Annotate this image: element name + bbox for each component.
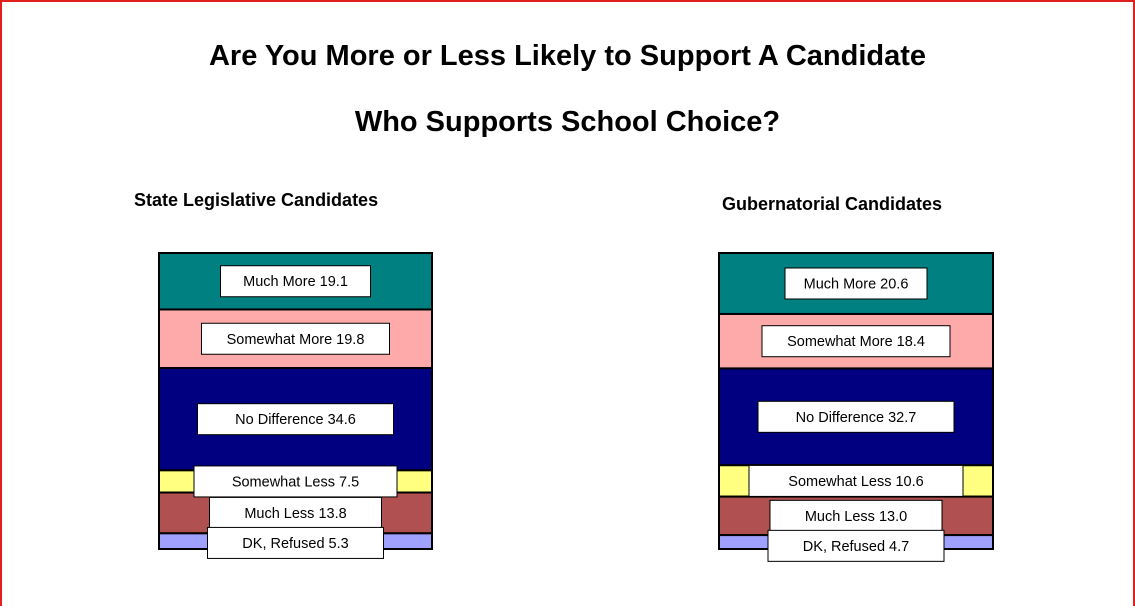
- data-label-box: [209, 496, 382, 529]
- data-label-text: DK, Refused 4.7: [803, 539, 909, 555]
- data-label-text: No Difference 34.6: [235, 412, 356, 428]
- chart-title-state-legislative: State Legislative Candidates: [134, 190, 379, 210]
- data-label-text: Much More 20.6: [804, 276, 909, 292]
- slide-title-line-2: Who Supports School Choice?: [354, 106, 781, 138]
- data-label-no-difference-0: No Difference 34.6: [197, 403, 394, 436]
- data-label-dk-refused-1: DK, Refused 4.7: [767, 529, 945, 562]
- data-label-box: [207, 526, 384, 559]
- data-label-box: [193, 465, 398, 498]
- data-label-dk-refused-0: DK, Refused 5.3: [207, 526, 384, 559]
- data-label-somewhat-more-0: Somewhat More 19.8: [201, 322, 390, 355]
- data-label-box: [197, 403, 394, 436]
- data-label-text: Somewhat More 19.8: [227, 332, 365, 348]
- data-label-box: [748, 464, 964, 497]
- data-label-much-less-1: Much Less 13.0: [769, 499, 943, 532]
- data-label-box: [201, 322, 390, 355]
- slide-title-line-1: Are You More or Less Likely to Support A…: [208, 40, 927, 72]
- data-label-box: [769, 499, 943, 532]
- chart-title-gubernatorial: Gubernatorial Candidates: [722, 194, 943, 214]
- data-label-text: Somewhat More 18.4: [787, 334, 925, 350]
- data-label-box: [761, 325, 951, 358]
- data-label-somewhat-less-0: Somewhat Less 7.5: [193, 465, 398, 498]
- data-label-box: [767, 529, 945, 562]
- data-label-text: Much More 19.1: [243, 274, 348, 290]
- data-label-much-less-0: Much Less 13.8: [209, 496, 382, 529]
- data-label-text: Somewhat Less 10.6: [788, 474, 923, 490]
- data-label-no-difference-1: No Difference 32.7: [757, 400, 955, 433]
- data-label-text: DK, Refused 5.3: [242, 536, 348, 552]
- data-label-much-more-1: Much More 20.6: [784, 267, 928, 300]
- data-label-text: Somewhat Less 7.5: [232, 474, 359, 490]
- data-label-text: Much Less 13.0: [805, 509, 907, 525]
- data-label-box: [757, 400, 955, 433]
- data-label-much-more-0: Much More 19.1: [220, 265, 371, 298]
- data-label-text: No Difference 32.7: [796, 410, 917, 426]
- data-label-text: Much Less 13.8: [244, 506, 346, 522]
- data-label-box: [220, 265, 371, 298]
- data-label-somewhat-more-1: Somewhat More 18.4: [761, 325, 951, 358]
- data-label-somewhat-less-1: Somewhat Less 10.6: [748, 464, 964, 497]
- data-label-box: [784, 267, 928, 300]
